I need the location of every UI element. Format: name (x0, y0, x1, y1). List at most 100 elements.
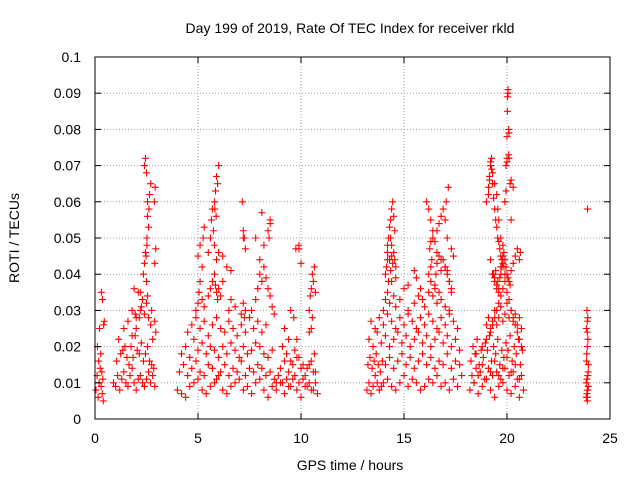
plot-frame (94, 56, 611, 420)
data-point (414, 357, 422, 365)
data-point (194, 346, 202, 354)
data-point (491, 314, 499, 322)
data-point (150, 364, 158, 372)
data-point (447, 245, 455, 253)
data-point (98, 368, 106, 376)
data-point (295, 245, 303, 253)
data-point (190, 335, 198, 343)
data-point (402, 361, 410, 369)
data-point (375, 386, 383, 394)
data-point (200, 372, 208, 380)
data-point (381, 296, 389, 304)
data-point (137, 303, 145, 311)
data-point (519, 386, 527, 394)
data-point (270, 310, 278, 318)
data-point (136, 372, 144, 380)
data-point (505, 296, 513, 304)
data-point (178, 390, 186, 398)
data-point (204, 248, 212, 256)
data-point (264, 285, 272, 293)
data-point (390, 364, 398, 372)
data-point (213, 314, 221, 322)
data-point (120, 368, 128, 376)
data-point (149, 372, 157, 380)
data-point (145, 223, 153, 231)
data-point (410, 364, 418, 372)
data-point (452, 335, 459, 343)
data-point (506, 332, 514, 340)
data-point (202, 350, 210, 358)
data-point (505, 277, 513, 285)
data-point (248, 390, 256, 398)
data-point (367, 317, 375, 325)
data-point (310, 350, 318, 358)
data-point (128, 306, 136, 314)
data-point (204, 361, 212, 369)
data-point (444, 183, 452, 191)
data-point (381, 361, 389, 369)
data-point (496, 274, 504, 282)
data-point (118, 375, 126, 383)
data-point (195, 288, 203, 296)
data-point (196, 277, 204, 285)
data-point (308, 314, 316, 322)
data-point (391, 227, 399, 235)
data-point (239, 299, 247, 307)
data-point (138, 379, 146, 387)
data-point (175, 368, 183, 376)
data-point (386, 299, 394, 307)
data-point (456, 346, 464, 354)
data-point (494, 335, 502, 343)
data-point (470, 379, 478, 387)
data-point (489, 321, 497, 329)
data-point (248, 346, 256, 354)
data-point (389, 198, 397, 206)
data-point (281, 325, 289, 332)
data-point (213, 375, 221, 383)
data-point (368, 364, 376, 372)
data-point (145, 314, 153, 322)
data-point (215, 285, 223, 293)
data-point (194, 299, 202, 307)
data-point (478, 361, 486, 369)
data-point (473, 335, 481, 343)
data-point (381, 270, 389, 278)
data-point (188, 321, 196, 329)
data-point (301, 372, 309, 380)
data-point (507, 267, 515, 275)
data-point (511, 252, 519, 260)
data-point (503, 93, 511, 101)
data-point (493, 191, 501, 199)
data-point (504, 274, 512, 282)
y-tick-label: 0.08 (54, 121, 81, 137)
data-point (293, 335, 301, 343)
data-point (147, 379, 155, 387)
data-point (396, 314, 404, 322)
data-point (377, 382, 385, 390)
data-point (217, 368, 225, 376)
data-point (492, 267, 500, 275)
data-point (472, 364, 480, 372)
data-point (394, 357, 402, 365)
data-point (491, 357, 499, 365)
data-point (295, 379, 303, 387)
data-point (406, 343, 414, 351)
data-point (243, 382, 251, 390)
axis-ticks (94, 56, 611, 420)
data-point (147, 180, 155, 188)
data-point (487, 328, 495, 336)
data-point (432, 270, 440, 278)
data-point (400, 285, 408, 293)
data-point (489, 180, 497, 188)
data-point (140, 310, 148, 318)
data-point (211, 205, 219, 213)
data-point (256, 375, 264, 383)
data-point (502, 187, 510, 195)
data-point (429, 227, 437, 235)
y-tick-label: 0.02 (54, 339, 81, 355)
data-point (305, 306, 313, 314)
data-point (208, 364, 216, 372)
data-point (144, 292, 152, 300)
data-point (400, 321, 408, 329)
data-point (233, 332, 241, 340)
